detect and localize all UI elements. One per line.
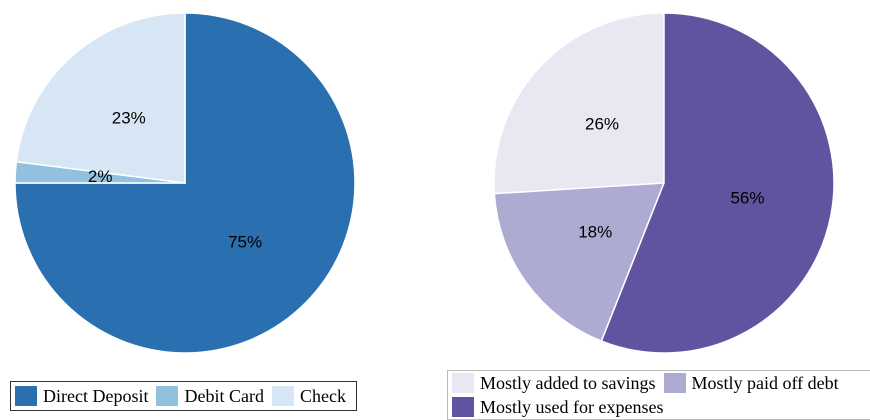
legend-label: Mostly added to savings [480, 372, 656, 393]
legend-label: Mostly used for expenses [480, 396, 664, 417]
legend: Mostly added to savings Mostly paid off d… [447, 370, 870, 420]
legend: Direct Deposit Debit Card Check [10, 381, 357, 411]
data-label: 75% [228, 233, 262, 252]
pie-slice [493, 182, 666, 343]
legend-item: Debit Card [156, 384, 264, 408]
data-label: 18% [578, 222, 612, 241]
legend-swatch [15, 386, 37, 406]
legend-label: Mostly paid off debt [691, 372, 839, 393]
legend-item: Mostly used for expenses [452, 395, 663, 419]
pie-slice [600, 12, 835, 354]
pie-slice [14, 12, 356, 354]
legend-swatch [156, 386, 179, 406]
pie-slice [15, 12, 186, 184]
legend-swatch [452, 397, 474, 417]
legend-label: Check [299, 385, 346, 406]
legend-label: Direct Deposit [43, 385, 149, 406]
pie-slice [493, 12, 665, 195]
data-label: 2% [88, 167, 113, 186]
data-label: 26% [585, 114, 619, 133]
legend-swatch [663, 373, 686, 393]
legend-swatch [452, 373, 474, 393]
data-label: 23% [112, 109, 146, 128]
legend-item: Direct Deposit [15, 384, 148, 408]
legend-label: Debit Card [184, 385, 264, 406]
legend-item: Mostly paid off debt [663, 371, 839, 395]
charts: 75% 2% 23% 26% 18% 56% [14, 12, 835, 354]
legend-swatch [271, 386, 294, 406]
legend-item: Mostly added to savings [452, 371, 656, 395]
data-label: 56% [730, 188, 764, 207]
legend-item: Check [271, 384, 346, 408]
